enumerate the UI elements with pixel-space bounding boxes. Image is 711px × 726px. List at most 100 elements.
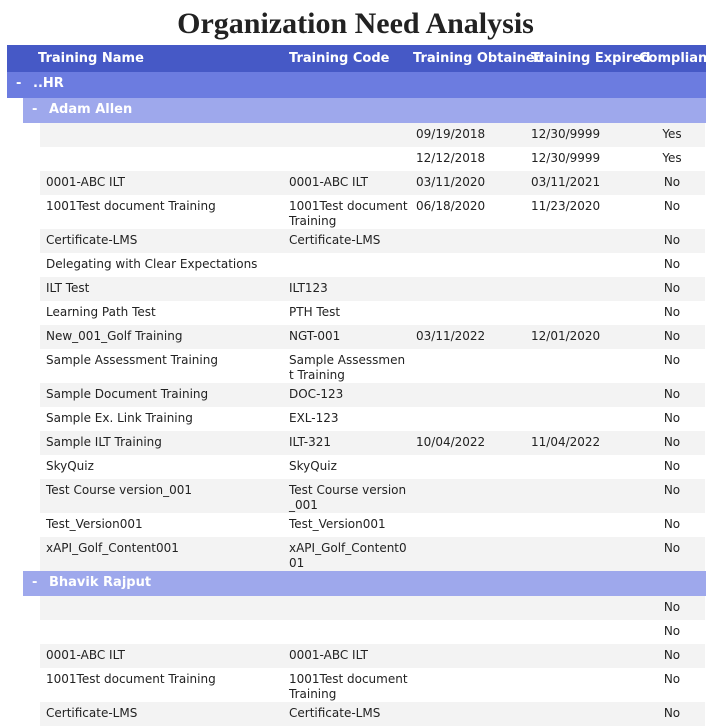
- person-toggle[interactable]: -: [32, 102, 38, 117]
- cell-expired: [531, 383, 639, 407]
- cell-obtained: [413, 702, 531, 726]
- cell-obtained: 12/12/2018: [416, 151, 486, 165]
- cell-code: EXL-123: [289, 411, 339, 425]
- cell-obtained: 03/11/2020: [416, 175, 486, 189]
- cell-obtained: [413, 596, 531, 620]
- training-row: ILT Test ILT123 No: [40, 277, 705, 301]
- person-row: - Adam Allen: [23, 98, 706, 123]
- cell-obtained: [413, 513, 531, 537]
- cell-obtained: 10/04/2022: [416, 435, 486, 449]
- cell-code: 0001-ABC ILT: [289, 175, 368, 189]
- training-row: 1001Test document Training 1001Test docum…: [40, 668, 705, 702]
- cell-compliant: No: [663, 281, 681, 295]
- cell-obtained: [413, 644, 531, 668]
- person-name: Bhavik Rajput: [49, 575, 152, 590]
- cell-name: [40, 123, 289, 147]
- training-row: Certificate-LMS Certificate-LMS No: [40, 702, 705, 726]
- cell-name: Sample Ex. Link Training: [46, 411, 193, 425]
- cell-name: 1001Test document Training: [46, 672, 216, 686]
- cell-name: Test Course version_001: [46, 483, 193, 497]
- cell-expired: [531, 513, 639, 537]
- training-row: 0001-ABC ILT 0001-ABC ILT 03/11/2020 03/11/…: [40, 171, 705, 195]
- training-row: Delegating with Clear Expectations No: [40, 253, 705, 277]
- cell-obtained: [413, 455, 531, 479]
- cell-compliant: No: [663, 648, 681, 662]
- cell-expired: [531, 455, 639, 479]
- cell-obtained: [413, 620, 531, 644]
- cell-name: Sample ILT Training: [46, 435, 162, 449]
- cell-name: Test_Version001: [46, 517, 143, 531]
- cell-expired: 11/23/2020: [531, 199, 601, 213]
- cell-obtained: [413, 537, 531, 571]
- cell-expired: [531, 349, 639, 383]
- training-row: SkyQuiz SkyQuiz No: [40, 455, 705, 479]
- cell-expired: 03/11/2021: [531, 175, 601, 189]
- training-row: Sample Assessment Training Sample Assessm…: [40, 349, 705, 383]
- cell-expired: [531, 277, 639, 301]
- training-row: No: [40, 596, 705, 620]
- cell-name: [40, 596, 289, 620]
- cell-code: 0001-ABC ILT: [289, 648, 368, 662]
- cell-expired: [531, 537, 639, 571]
- person-row: - Bhavik Rajput: [23, 571, 706, 596]
- cell-name: Sample Assessment Training: [46, 353, 218, 367]
- column-header[interactable]: Training Expired: [531, 51, 651, 66]
- cell-expired: [531, 596, 639, 620]
- training-row: 0001-ABC ILT 0001-ABC ILT No: [40, 644, 705, 668]
- cell-expired: [531, 644, 639, 668]
- cell-code: [289, 620, 413, 644]
- group-toggle[interactable]: -: [16, 76, 22, 91]
- training-row: Learning Path Test PTH Test No: [40, 301, 705, 325]
- cell-obtained: [413, 407, 531, 431]
- cell-compliant: No: [663, 305, 681, 319]
- cell-code: xAPI_Golf_Content001: [289, 541, 407, 570]
- training-row: Test Course version_001 Test Course versi…: [40, 479, 705, 513]
- cell-name: ILT Test: [46, 281, 90, 295]
- cell-obtained: [413, 479, 531, 513]
- cell-obtained: 03/11/2022: [416, 329, 486, 343]
- cell-compliant: No: [663, 199, 681, 213]
- cell-name: Sample Document Training: [46, 387, 209, 401]
- cell-name: Delegating with Clear Expectations: [46, 257, 258, 271]
- column-header[interactable]: Training Name: [38, 51, 144, 66]
- training-row: Sample ILT Training ILT-321 10/04/2022 11/0…: [40, 431, 705, 455]
- cell-compliant: No: [663, 706, 681, 720]
- cell-code: Test_Version001: [289, 517, 386, 531]
- training-row: Test_Version001 Test_Version001 No: [40, 513, 705, 537]
- cell-name: [40, 147, 289, 171]
- cell-compliant: No: [663, 353, 681, 367]
- cell-name: Learning Path Test: [46, 305, 156, 319]
- cell-obtained: [413, 277, 531, 301]
- cell-compliant: Yes: [662, 127, 682, 141]
- training-row: Certificate-LMS Certificate-LMS No: [40, 229, 705, 253]
- cell-name: Certificate-LMS: [46, 233, 138, 247]
- cell-code: ILT123: [289, 281, 328, 295]
- cell-obtained: [413, 253, 531, 277]
- training-row: 09/19/2018 12/30/9999 Yes: [40, 123, 705, 147]
- cell-compliant: No: [663, 541, 681, 555]
- column-header[interactable]: Training Obtained: [413, 51, 545, 66]
- training-row: Sample Ex. Link Training EXL-123 No: [40, 407, 705, 431]
- cell-compliant: No: [663, 435, 681, 449]
- cell-expired: 12/30/9999: [531, 151, 601, 165]
- cell-expired: 12/30/9999: [531, 127, 601, 141]
- cell-name: SkyQuiz: [46, 459, 94, 473]
- cell-code: Sample Assessment Training: [289, 353, 406, 382]
- group-label: ..HR: [33, 76, 64, 91]
- cell-expired: 11/04/2022: [531, 435, 601, 449]
- cell-name: 1001Test document Training: [46, 199, 216, 213]
- cell-obtained: 06/18/2020: [416, 199, 486, 213]
- column-header[interactable]: Training Code: [289, 51, 390, 66]
- cell-code: [289, 596, 413, 620]
- column-header[interactable]: Compliant: [639, 51, 711, 66]
- cell-code: Test Course version_001: [289, 483, 407, 512]
- cell-name: [40, 620, 289, 644]
- cell-obtained: 09/19/2018: [416, 127, 486, 141]
- cell-code: Certificate-LMS: [289, 233, 381, 247]
- person-toggle[interactable]: -: [32, 575, 38, 590]
- cell-expired: [531, 479, 639, 513]
- cell-code: Certificate-LMS: [289, 706, 381, 720]
- cell-expired: [531, 702, 639, 726]
- cell-code: [289, 147, 413, 171]
